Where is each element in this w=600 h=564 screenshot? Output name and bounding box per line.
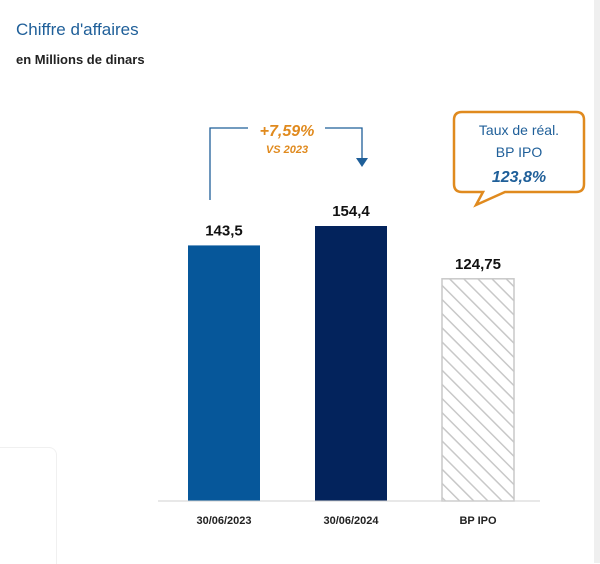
speech-bubble-shape [452,110,586,208]
value-labels-layer: 143,5 154,4 124,75 [205,203,501,273]
bar-2023 [188,245,260,501]
arrow-down-icon [356,158,368,167]
right-edge-strip [594,0,600,563]
growth-annotation: +7,59% VS 2023 [209,123,368,200]
bar-bp-ipo [441,278,515,502]
bubble-line-2: BP IPO [496,144,543,160]
growth-caption: VS 2023 [266,144,308,156]
x-tick-label: 30/06/2023 [196,515,251,527]
bar-value-label: 143,5 [205,222,243,239]
bar-value-label: 124,75 [455,256,501,273]
chart-title: Chiffre d'affaires [16,20,139,39]
bars-layer [188,226,515,502]
bar-value-label: 154,4 [332,203,370,220]
bar-2024 [315,226,387,501]
bubble-line-1: Taux de réal. [479,122,559,138]
bubble-value: 123,8% [492,169,546,186]
x-tick-label: BP IPO [459,515,497,527]
chart-subtitle: en Millions de dinars [16,52,145,67]
growth-percent: +7,59% [260,123,315,140]
growth-bracket-line [209,127,248,200]
x-tick-label: 30/06/2024 [323,515,379,527]
growth-bracket-line-right [325,127,363,160]
realization-bubble: Taux de réal. BP IPO 123,8% [452,110,586,208]
x-tick-labels-layer: 30/06/2023 30/06/2024 BP IPO [196,515,497,527]
decorative-corner [0,447,57,564]
